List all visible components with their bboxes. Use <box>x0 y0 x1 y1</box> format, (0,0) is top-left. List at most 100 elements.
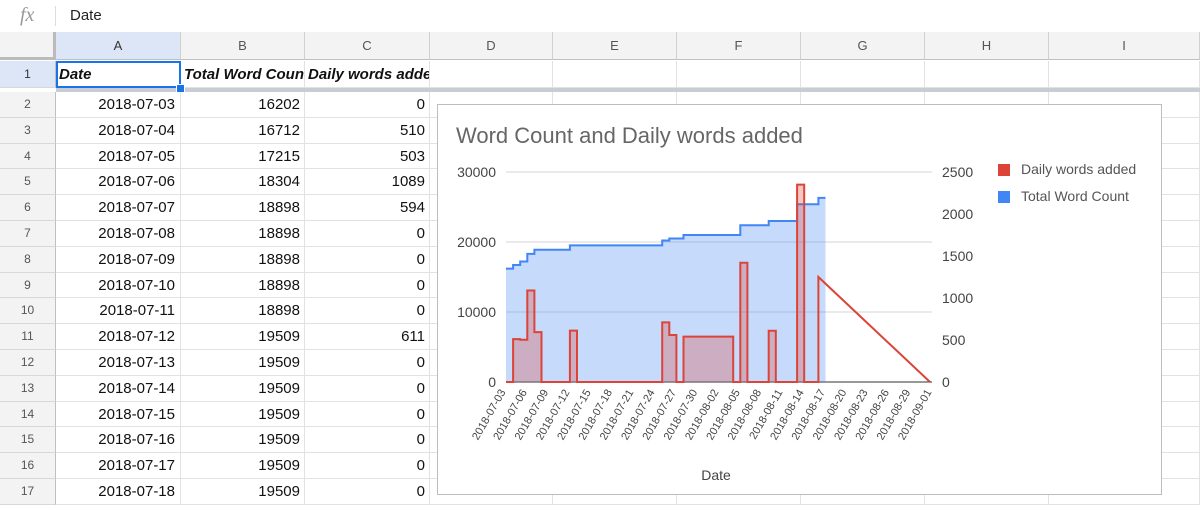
row-header-16[interactable]: 16 <box>0 453 56 479</box>
fill-handle[interactable] <box>176 84 185 93</box>
cell-c16[interactable]: 0 <box>305 453 430 479</box>
row-header-4[interactable]: 4 <box>0 143 56 170</box>
column-header-c[interactable]: C <box>305 32 430 60</box>
total-word-count-line <box>506 196 826 270</box>
cell-b13[interactable]: 19509 <box>181 375 305 402</box>
column-header-f[interactable]: F <box>677 32 801 60</box>
cell-c15[interactable]: 0 <box>305 427 430 454</box>
right-axis-tick-label: 500 <box>942 332 966 348</box>
cell-b2[interactable]: 16202 <box>181 92 305 118</box>
cell-a11[interactable]: 2018-07-12 <box>56 324 181 350</box>
column-header-d[interactable]: D <box>430 32 553 60</box>
cell-c2[interactable]: 0 <box>305 92 430 118</box>
select-all-corner[interactable] <box>0 32 56 60</box>
cell-c17[interactable]: 0 <box>305 479 430 505</box>
cell-b10[interactable]: 18898 <box>181 298 305 325</box>
cell-i1[interactable] <box>1049 61 1200 88</box>
cell-b9[interactable]: 18898 <box>181 272 305 299</box>
cell-b6[interactable]: 18898 <box>181 195 305 221</box>
legend-label-total: Total Word Count <box>1021 188 1129 204</box>
column-header-b[interactable]: B <box>181 32 305 60</box>
cell-a2[interactable]: 2018-07-03 <box>56 92 181 118</box>
cell-c11[interactable]: 611 <box>305 324 430 350</box>
formula-bar-divider <box>55 6 56 26</box>
legend-label-daily: Daily words added <box>1021 161 1137 177</box>
cell-c4[interactable]: 503 <box>305 143 430 170</box>
cell-b4[interactable]: 17215 <box>181 143 305 170</box>
cell-b1[interactable]: Total Word Count <box>181 61 305 88</box>
cell-b14[interactable]: 19509 <box>181 401 305 428</box>
row-header-2[interactable]: 2 <box>0 92 56 118</box>
selected-cell-a1[interactable] <box>56 61 181 88</box>
cell-c8[interactable]: 0 <box>305 246 430 273</box>
left-axis-tick-label: 20000 <box>457 234 496 250</box>
right-axis-tick-label: 2500 <box>942 164 973 180</box>
cell-c7[interactable]: 0 <box>305 221 430 247</box>
row-header-10[interactable]: 10 <box>0 298 56 325</box>
cell-a7[interactable]: 2018-07-08 <box>56 221 181 247</box>
row-header-12[interactable]: 12 <box>0 350 56 376</box>
cell-f1[interactable] <box>677 61 801 88</box>
row-header-15[interactable]: 15 <box>0 427 56 454</box>
row-header-14[interactable]: 14 <box>0 401 56 428</box>
cell-b16[interactable]: 19509 <box>181 453 305 479</box>
cell-a12[interactable]: 2018-07-13 <box>56 350 181 376</box>
cell-b11[interactable]: 19509 <box>181 324 305 350</box>
cell-a17[interactable]: 2018-07-18 <box>56 479 181 505</box>
column-header-i[interactable]: I <box>1049 32 1200 60</box>
legend-swatch-total <box>998 191 1010 203</box>
cell-g1[interactable] <box>801 61 925 88</box>
cell-c10[interactable]: 0 <box>305 298 430 325</box>
column-header-h[interactable]: H <box>925 32 1049 60</box>
cell-b7[interactable]: 18898 <box>181 221 305 247</box>
row-header-8[interactable]: 8 <box>0 246 56 273</box>
cell-a16[interactable]: 2018-07-17 <box>56 453 181 479</box>
cell-b15[interactable]: 19509 <box>181 427 305 454</box>
cell-e1[interactable] <box>553 61 677 88</box>
row-header-11[interactable]: 11 <box>0 324 56 350</box>
row-header-3[interactable]: 3 <box>0 117 56 144</box>
total-word-count-area <box>506 197 826 382</box>
frozen-row-divider[interactable] <box>56 88 1200 92</box>
cell-a10[interactable]: 2018-07-11 <box>56 298 181 325</box>
cell-c6[interactable]: 594 <box>305 195 430 221</box>
cell-a14[interactable]: 2018-07-15 <box>56 401 181 428</box>
row-header-5[interactable]: 5 <box>0 169 56 196</box>
cell-c14[interactable]: 0 <box>305 401 430 428</box>
cell-a5[interactable]: 2018-07-06 <box>56 169 181 196</box>
cell-a4[interactable]: 2018-07-05 <box>56 143 181 170</box>
cell-c12[interactable]: 0 <box>305 350 430 376</box>
cell-a15[interactable]: 2018-07-16 <box>56 427 181 454</box>
cell-b5[interactable]: 18304 <box>181 169 305 196</box>
chart[interactable]: Word Count and Daily words added 0 10000 2… <box>437 104 1162 495</box>
chart-title: Word Count and Daily words added <box>456 123 803 148</box>
cell-a8[interactable]: 2018-07-09 <box>56 246 181 273</box>
column-header-e[interactable]: E <box>553 32 677 60</box>
cell-a3[interactable]: 2018-07-04 <box>56 117 181 144</box>
cell-a6[interactable]: 2018-07-07 <box>56 195 181 221</box>
cell-a13[interactable]: 2018-07-14 <box>56 375 181 402</box>
row-header-7[interactable]: 7 <box>0 221 56 247</box>
cell-c3[interactable]: 510 <box>305 117 430 144</box>
cell-b8[interactable]: 18898 <box>181 246 305 273</box>
legend-swatch-daily <box>998 164 1010 176</box>
formula-input[interactable]: Date <box>70 7 102 24</box>
column-header-a[interactable]: A <box>56 32 181 60</box>
cell-c5[interactable]: 1089 <box>305 169 430 196</box>
row-header-13[interactable]: 13 <box>0 375 56 402</box>
cell-b17[interactable]: 19509 <box>181 479 305 505</box>
cell-d1[interactable] <box>430 61 553 88</box>
row-header-6[interactable]: 6 <box>0 195 56 221</box>
column-header-g[interactable]: G <box>801 32 925 60</box>
row-header-1[interactable]: 1 <box>0 61 56 88</box>
cell-c1[interactable]: Daily words added <box>305 61 430 88</box>
cell-a9[interactable]: 2018-07-10 <box>56 272 181 299</box>
left-axis-tick-label: 10000 <box>457 304 496 320</box>
cell-b12[interactable]: 19509 <box>181 350 305 376</box>
cell-b3[interactable]: 16712 <box>181 117 305 144</box>
row-header-9[interactable]: 9 <box>0 272 56 299</box>
cell-c9[interactable]: 0 <box>305 272 430 299</box>
cell-c13[interactable]: 0 <box>305 375 430 402</box>
row-header-17[interactable]: 17 <box>0 479 56 505</box>
cell-h1[interactable] <box>925 61 1049 88</box>
